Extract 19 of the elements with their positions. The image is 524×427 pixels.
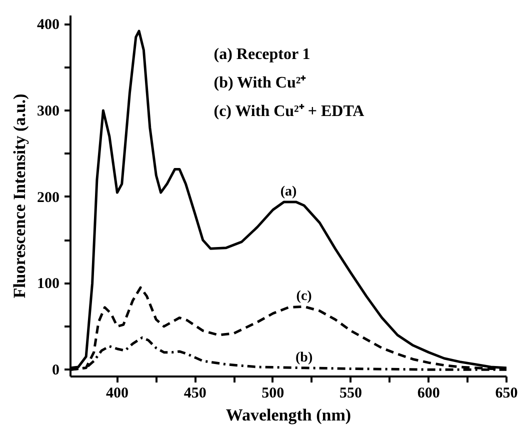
annotation: (b) With Cu²⁺	[214, 74, 307, 92]
annotation: (c)	[296, 288, 312, 304]
x-tick-label: 650	[495, 386, 518, 402]
x-tick-label: 550	[340, 386, 362, 402]
y-axis-title: Fluorescence Intensity (a.u.)	[10, 94, 29, 298]
annotation: (a)	[280, 184, 297, 200]
annotation: (b)	[296, 350, 313, 366]
x-tick-label: 600	[417, 386, 440, 402]
annotation: (c) With Cu²⁺ + EDTA	[214, 103, 365, 120]
y-tick-label: 400	[37, 17, 60, 34]
x-tick-label: 500	[262, 386, 284, 402]
x-axis-title: Wavelength (nm)	[226, 406, 352, 424]
y-tick-label: 0	[52, 362, 60, 379]
y-tick-label: 100	[37, 276, 60, 292]
x-tick-label: 450	[184, 386, 206, 402]
annotation: (a) Receptor 1	[214, 46, 310, 63]
y-tick-label: 200	[37, 190, 60, 206]
y-tick-label: 300	[37, 104, 60, 120]
x-tick-label: 400	[106, 386, 128, 402]
